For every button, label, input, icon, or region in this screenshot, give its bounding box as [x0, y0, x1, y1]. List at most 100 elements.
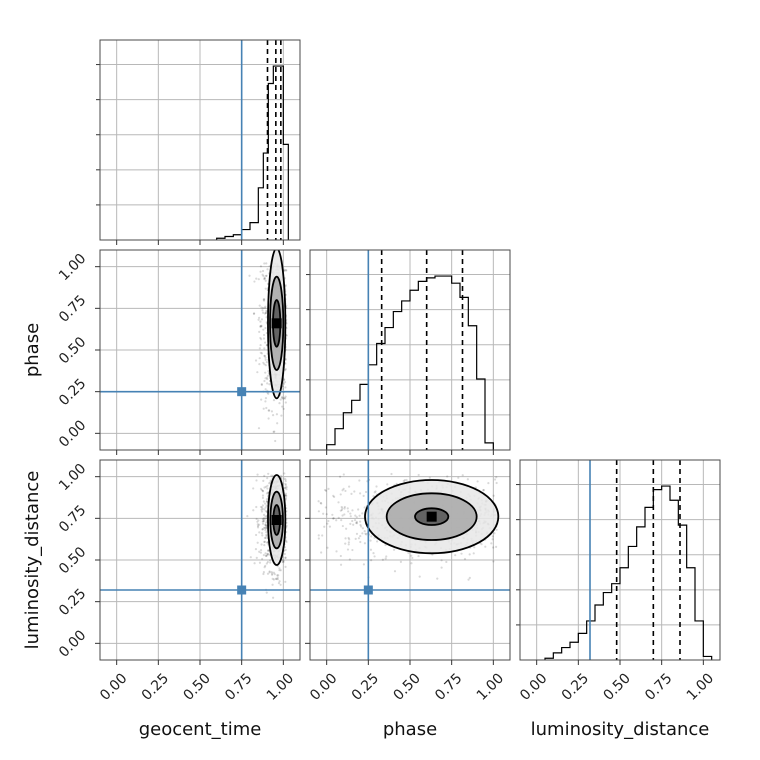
sample-point — [493, 478, 497, 481]
sample-point — [340, 508, 343, 512]
sample-point — [259, 338, 263, 341]
sample-point — [386, 483, 389, 486]
x-axis-label-geocent-time: geocent_time — [139, 719, 262, 740]
sample-point — [264, 527, 268, 530]
sample-point — [348, 538, 351, 541]
sample-point — [283, 397, 287, 400]
sample-point — [385, 555, 388, 558]
x-tick-label: 0.50 — [600, 670, 633, 703]
x-tick-label: 0.25 — [559, 670, 592, 703]
sample-point — [355, 515, 358, 519]
sample-point — [284, 565, 287, 568]
density-layer — [246, 472, 288, 599]
sample-point — [264, 279, 267, 282]
sample-point — [468, 553, 471, 556]
sample-point — [335, 550, 338, 553]
sample-point — [260, 510, 264, 513]
sample-point — [495, 528, 498, 531]
sample-point — [263, 486, 266, 489]
sample-point — [402, 479, 405, 483]
sample-point — [271, 474, 274, 477]
sample-point — [261, 528, 264, 531]
sample-point — [283, 477, 286, 480]
sample-point — [279, 583, 282, 586]
sample-point — [257, 519, 260, 522]
sample-point — [269, 559, 272, 562]
sample-point — [278, 569, 281, 572]
sample-point — [264, 536, 267, 539]
sample-point — [343, 507, 346, 510]
sample-point — [274, 439, 277, 443]
sample-point — [340, 505, 343, 509]
sample-point — [344, 542, 347, 545]
sample-point — [264, 358, 267, 361]
sample-point — [362, 494, 365, 497]
sample-point — [359, 534, 362, 538]
x-axis-label-luminosity-distance: luminosity_distance — [531, 719, 710, 740]
sample-point — [266, 549, 270, 552]
sample-point — [282, 559, 285, 562]
sample-point — [345, 527, 348, 530]
sample-point — [266, 374, 270, 377]
sample-point — [461, 474, 464, 477]
sample-point — [491, 535, 494, 538]
sample-point — [376, 540, 379, 543]
sample-point — [319, 501, 322, 505]
sample-point — [357, 537, 361, 540]
sample-point — [495, 545, 498, 549]
sample-point — [261, 494, 265, 497]
sample-point — [446, 475, 449, 478]
sample-point — [359, 523, 362, 527]
sample-point — [254, 359, 258, 362]
sample-point — [268, 409, 271, 412]
sample-point — [324, 489, 328, 492]
sample-point — [261, 517, 264, 521]
x-tick-label: 0.25 — [349, 670, 382, 703]
sample-point — [457, 476, 460, 479]
sample-point — [338, 475, 342, 478]
sample-point — [264, 502, 267, 505]
sample-point — [370, 559, 373, 562]
sample-point — [372, 552, 375, 555]
sample-point — [440, 566, 443, 569]
sample-point — [278, 580, 281, 583]
sample-point — [262, 518, 265, 521]
sample-point — [285, 540, 288, 544]
sample-point — [284, 539, 288, 542]
sample-point — [344, 489, 347, 493]
sample-point — [493, 532, 496, 535]
sample-point — [267, 417, 270, 420]
panel-phase-histogram — [306, 249, 511, 455]
sample-point — [349, 512, 352, 515]
sample-point — [264, 510, 268, 513]
sample-point — [252, 312, 256, 315]
sample-point — [403, 478, 406, 482]
sample-point — [252, 487, 255, 490]
y-tick-label: 0.00 — [56, 417, 89, 450]
sample-point — [256, 523, 259, 526]
sample-point — [260, 325, 263, 328]
sample-point — [264, 305, 267, 308]
sample-point — [281, 405, 284, 408]
truth-marker — [363, 585, 373, 595]
sample-point — [482, 488, 485, 492]
sample-point — [264, 274, 268, 278]
sample-point — [320, 551, 323, 554]
sample-point — [339, 563, 343, 566]
sample-point — [265, 376, 269, 379]
sample-point — [284, 284, 287, 287]
sample-point — [283, 268, 286, 271]
sample-point — [265, 498, 269, 501]
sample-point — [255, 479, 258, 482]
sample-point — [260, 306, 263, 309]
sample-point — [347, 541, 350, 544]
sample-point — [487, 482, 490, 485]
sample-point — [249, 556, 252, 559]
sample-point — [255, 277, 258, 280]
y-tick-label: 1.00 — [56, 461, 89, 494]
sample-point — [255, 517, 258, 521]
sample-point — [492, 546, 495, 549]
sample-point — [258, 531, 261, 534]
sample-point — [445, 560, 448, 564]
sample-point — [273, 430, 276, 433]
